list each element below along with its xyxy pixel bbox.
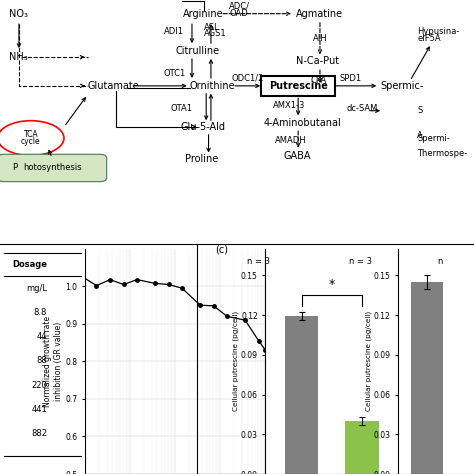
Text: AMX1-3: AMX1-3: [273, 101, 305, 110]
Y-axis label: Normalized growth rate
inhibition (GR value): Normalized growth rate inhibition (GR va…: [44, 316, 63, 407]
Text: Glu-5-Ald: Glu-5-Ald: [180, 122, 225, 132]
Text: AGS1: AGS1: [204, 29, 227, 38]
Text: A: A: [417, 131, 423, 140]
FancyBboxPatch shape: [261, 76, 335, 96]
Text: mg/L: mg/L: [26, 284, 47, 293]
Text: 4-Aminobutanal: 4-Aminobutanal: [263, 118, 341, 128]
Bar: [346, 421, 379, 474]
Text: CPA: CPA: [310, 76, 327, 85]
Text: GABA: GABA: [283, 151, 311, 161]
Text: 441: 441: [31, 405, 47, 414]
Text: Spermi-: Spermi-: [417, 134, 450, 143]
Text: cycle: cycle: [21, 137, 41, 146]
Y-axis label: Cellular putrescine (pg/cell): Cellular putrescine (pg/cell): [233, 311, 239, 411]
Text: NH₃: NH₃: [9, 52, 28, 62]
Text: 44: 44: [36, 332, 47, 341]
Text: n: n: [437, 257, 443, 266]
FancyBboxPatch shape: [0, 155, 107, 182]
Text: hotosynthesis: hotosynthesis: [23, 164, 82, 173]
Text: ASL: ASL: [204, 23, 219, 32]
Text: 8.8: 8.8: [34, 308, 47, 317]
Text: OTA1: OTA1: [171, 104, 192, 113]
Text: TCA: TCA: [24, 130, 38, 139]
Text: 220: 220: [31, 381, 47, 390]
Text: Glutamate: Glutamate: [88, 81, 139, 91]
Text: AMADH: AMADH: [275, 136, 307, 145]
Text: AIH: AIH: [313, 34, 328, 43]
Text: Spermic-: Spermic-: [381, 81, 424, 91]
Text: ADC/: ADC/: [229, 1, 250, 10]
Text: n = 3: n = 3: [349, 257, 373, 266]
Text: Agmatine: Agmatine: [296, 9, 343, 18]
Text: Arginine: Arginine: [182, 9, 223, 18]
Text: 882: 882: [31, 429, 47, 438]
Text: P: P: [12, 164, 17, 173]
Bar: [285, 317, 318, 474]
Text: SPD1: SPD1: [339, 74, 362, 83]
Text: Putrescine: Putrescine: [269, 81, 328, 91]
Text: Proline: Proline: [185, 154, 218, 164]
Text: Dosage: Dosage: [12, 260, 47, 269]
Text: N-Ca-Put: N-Ca-Put: [296, 56, 339, 66]
Text: Citrulline: Citrulline: [175, 46, 219, 56]
Text: Hypusina-: Hypusina-: [417, 27, 459, 36]
Text: 88: 88: [36, 356, 47, 365]
Text: (c): (c): [215, 245, 228, 255]
Bar: [411, 282, 443, 474]
Text: eIF5A: eIF5A: [417, 34, 441, 43]
Text: Ornithine: Ornithine: [190, 81, 235, 91]
Text: n = 3: n = 3: [247, 257, 270, 266]
Text: ODC1/2: ODC1/2: [231, 74, 264, 83]
Text: ADI1: ADI1: [164, 27, 183, 36]
Text: OAD: OAD: [230, 9, 249, 18]
Text: Thermospe-: Thermospe-: [417, 148, 467, 157]
Text: OTC1: OTC1: [164, 69, 186, 78]
Text: *: *: [328, 278, 335, 291]
Text: S: S: [417, 106, 422, 115]
Text: NO₃: NO₃: [9, 9, 28, 18]
Text: dc-SAM: dc-SAM: [346, 104, 377, 113]
Y-axis label: Cellular putrescine (pg/cell): Cellular putrescine (pg/cell): [365, 311, 372, 411]
